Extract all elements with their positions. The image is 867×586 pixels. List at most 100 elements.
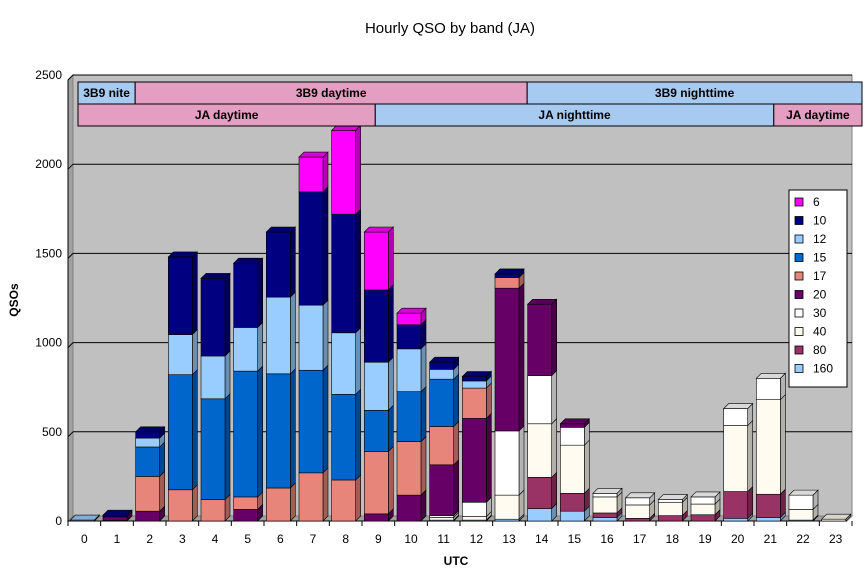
legend-label: 15 bbox=[813, 251, 827, 265]
x-tick-label: 19 bbox=[698, 532, 712, 546]
bar-segment-side bbox=[551, 471, 557, 510]
gridline-depth bbox=[67, 253, 74, 259]
x-tick-label: 2 bbox=[146, 532, 153, 546]
bar-segment bbox=[233, 327, 258, 372]
bar-segment bbox=[592, 496, 618, 514]
bar-stack bbox=[559, 418, 591, 522]
bar-segment bbox=[494, 494, 520, 520]
bar-segment bbox=[723, 491, 748, 519]
bar-segment-side bbox=[322, 151, 329, 193]
bar-segment bbox=[527, 303, 552, 376]
legend-swatch bbox=[794, 345, 804, 355]
bar-stack bbox=[330, 124, 362, 522]
legend-item: 30 bbox=[794, 306, 827, 320]
bar-segment bbox=[527, 423, 552, 478]
bar-segment-side bbox=[192, 368, 198, 491]
y-axis-title: QSOs bbox=[7, 283, 21, 317]
bar-segment bbox=[298, 156, 324, 193]
bar-segment bbox=[331, 213, 356, 334]
bar-segment bbox=[396, 312, 422, 326]
bar-segment bbox=[364, 289, 389, 363]
legend-swatch bbox=[794, 234, 804, 244]
gridline-depth bbox=[67, 163, 74, 170]
time-banner: JA nighttime bbox=[374, 103, 775, 127]
legend-swatch bbox=[794, 271, 804, 281]
bar-stack bbox=[200, 272, 231, 522]
x-tick-label: 4 bbox=[212, 532, 219, 546]
bar-top-face bbox=[428, 356, 460, 363]
x-axis-title: UTC bbox=[444, 554, 469, 568]
legend-label: 40 bbox=[813, 325, 827, 339]
legend-item: 80 bbox=[794, 343, 827, 357]
legend-swatch bbox=[794, 253, 804, 262]
bar-segment bbox=[462, 501, 487, 517]
bar-segment bbox=[168, 334, 193, 376]
legend: 6 10 12 15 17 20 30 40 80 160 bbox=[788, 189, 848, 388]
bar-segment-side bbox=[747, 419, 753, 493]
bar-segment bbox=[429, 361, 454, 370]
bar-stack bbox=[494, 268, 525, 522]
y-tick-label: 0 bbox=[55, 514, 62, 528]
legend-swatch bbox=[794, 290, 804, 299]
x-tick-label: 10 bbox=[404, 532, 418, 546]
bar-segment bbox=[462, 516, 487, 521]
legend-item: 160 bbox=[794, 362, 833, 376]
x-tick-label: 0 bbox=[81, 532, 88, 546]
bar-stack bbox=[265, 226, 297, 522]
y-tick-label: 2000 bbox=[35, 157, 62, 171]
bar-top-face bbox=[167, 251, 199, 258]
bar-segment-side bbox=[388, 404, 394, 453]
time-banner-label: 3B9 nighttime bbox=[655, 86, 735, 100]
legend-label: 80 bbox=[813, 343, 827, 357]
time-banner-box bbox=[773, 103, 863, 127]
bar-stack bbox=[134, 426, 166, 522]
legend-label: 160 bbox=[813, 362, 833, 376]
bar-segment bbox=[592, 493, 618, 498]
bar-stack bbox=[69, 514, 101, 522]
bar-segment bbox=[135, 510, 160, 522]
gridline-depth bbox=[67, 74, 74, 81]
bar-stack bbox=[722, 402, 754, 522]
time-banner-label: 3B9 nite bbox=[83, 86, 130, 100]
bar-segment bbox=[266, 231, 291, 298]
x-tick-label: 8 bbox=[342, 532, 349, 546]
bar-segment bbox=[364, 410, 389, 452]
bar-segment bbox=[396, 391, 422, 442]
bar-segment bbox=[200, 398, 226, 500]
bar-segment bbox=[298, 369, 324, 474]
bar-segment bbox=[102, 516, 128, 521]
bar-top-face bbox=[363, 226, 395, 233]
gridline-depth bbox=[67, 342, 74, 348]
bar-segment bbox=[266, 487, 291, 522]
bar-top-face bbox=[200, 273, 231, 279]
bar-segment bbox=[364, 451, 389, 515]
bar-segment-side bbox=[224, 272, 231, 357]
bar-segment bbox=[331, 394, 356, 481]
bar-segment-side bbox=[486, 382, 492, 420]
legend-swatch bbox=[794, 197, 804, 207]
bar-segment bbox=[756, 377, 781, 400]
bar-stack bbox=[461, 370, 493, 522]
x-tick-label: 1 bbox=[114, 532, 121, 546]
bar-segment-side bbox=[322, 299, 329, 371]
bar-segment-side bbox=[290, 368, 296, 489]
bar-segment bbox=[625, 504, 650, 519]
time-banner: JA daytime bbox=[773, 103, 863, 127]
bar-segment-side bbox=[747, 485, 753, 520]
bar-segment-side bbox=[355, 208, 361, 334]
bar-stack bbox=[755, 372, 787, 522]
bar-segment bbox=[462, 418, 487, 503]
bar-top-face bbox=[102, 509, 133, 516]
bar-segment-side bbox=[224, 393, 231, 501]
bar-segment bbox=[560, 427, 585, 446]
bar-stack bbox=[690, 491, 721, 522]
bar-top-face bbox=[461, 371, 493, 377]
x-tick-label: 20 bbox=[731, 532, 745, 546]
bar-segment bbox=[560, 510, 585, 522]
time-banner: JA daytime bbox=[77, 103, 376, 127]
bar-segment bbox=[429, 369, 454, 380]
bar-segment bbox=[723, 408, 748, 426]
bar-top-face bbox=[265, 226, 297, 233]
bar-segment-side bbox=[257, 365, 263, 498]
bar-segment bbox=[625, 497, 650, 506]
